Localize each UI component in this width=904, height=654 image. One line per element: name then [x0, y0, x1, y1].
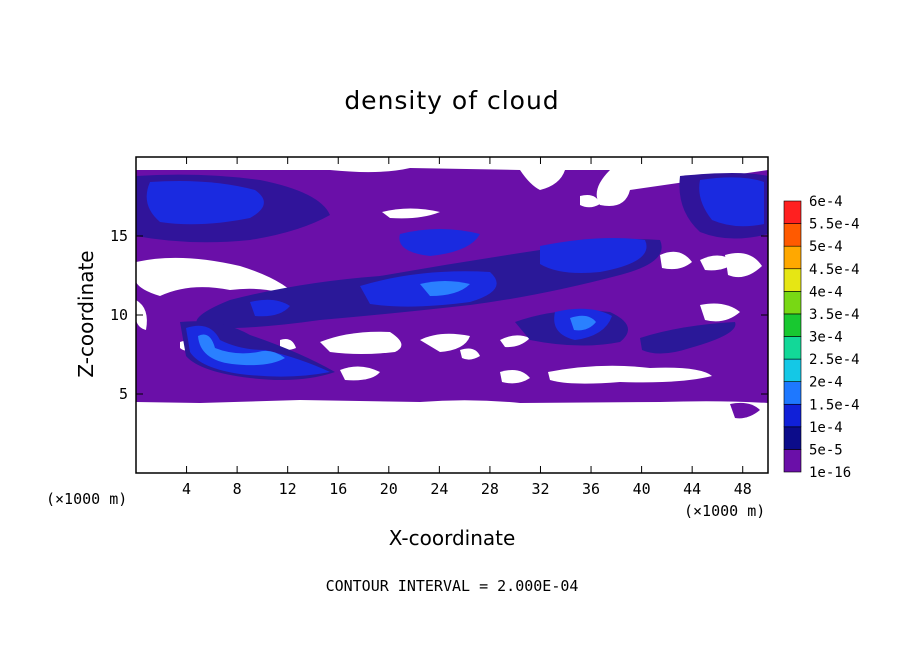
- x-tick-label: 8: [233, 480, 242, 498]
- colorbar-label: 5e-4: [809, 239, 843, 255]
- cloud-level-1e-4: [540, 238, 647, 273]
- cloud-gap: [700, 303, 740, 322]
- colorbar-label: 5e-5: [809, 442, 843, 458]
- colorbar-swatch: [783, 426, 802, 450]
- cloud-gap: [580, 195, 600, 208]
- cloud-gap: [660, 251, 692, 270]
- x-axis-unit-right: (×1000 m): [684, 502, 766, 520]
- colorbar-label: 4.5e-4: [809, 262, 860, 278]
- x-tick-label: 40: [633, 480, 651, 498]
- cloud-level-1.5e-4: [570, 315, 596, 331]
- colorbar-label: 2.5e-4: [809, 352, 860, 368]
- cloud-gap: [548, 365, 712, 384]
- colorbar-swatch: [783, 245, 802, 270]
- colorbar-label: 1e-16: [809, 465, 851, 481]
- cloud-level-1e-4: [399, 229, 480, 256]
- colorbar-swatch: [783, 291, 802, 315]
- y-tick-label: 15: [110, 227, 128, 245]
- colorbar-swatch: [783, 268, 802, 292]
- x-tick-label: 28: [481, 480, 499, 498]
- y-tick-label: 5: [119, 385, 128, 403]
- colorbar-swatch: [783, 381, 802, 405]
- colorbar-swatch: [783, 336, 802, 360]
- cloud-level-1e-4: [250, 299, 290, 317]
- cloud-level-5e-5: [640, 322, 736, 354]
- colorbar-swatch: [783, 223, 802, 247]
- colorbar-swatch: [783, 313, 802, 337]
- chart-title: density of cloud: [344, 86, 560, 115]
- colorbar-swatch: [783, 358, 802, 382]
- cloud-gap: [280, 339, 296, 350]
- colorbar: 1e-16 5e-5 1e-4 1.5e-4 2e-4 2.5e-4 3e-4 3.5e-4 4…: [783, 194, 860, 481]
- cloud-gap: [500, 335, 530, 348]
- x-tick-label: 48: [734, 480, 752, 498]
- x-axis-label: X-coordinate: [388, 526, 516, 550]
- cloud-gap: [382, 208, 440, 219]
- colorbar-label: 1e-4: [809, 420, 843, 436]
- y-axis-ticks: 5 10 15: [110, 227, 768, 403]
- x-tick-label: 12: [279, 480, 297, 498]
- cloud-level-1e-4: [699, 177, 764, 227]
- colorbar-label: 6e-4: [809, 194, 843, 210]
- colorbar-label: 4e-4: [809, 284, 843, 300]
- cloud-level-1e-4: [146, 181, 264, 225]
- cloud-gap: [725, 253, 762, 278]
- colorbar-label: 5.5e-4: [809, 217, 860, 233]
- cloud-gap: [340, 366, 380, 381]
- colorbar-label: 3.5e-4: [809, 307, 860, 323]
- x-tick-label: 32: [531, 480, 549, 498]
- x-tick-label: 36: [582, 480, 600, 498]
- colorbar-swatch: [783, 449, 802, 473]
- cloud-gap: [460, 348, 480, 360]
- x-tick-label: 24: [430, 480, 448, 498]
- cloud-level-1e-4: [186, 325, 330, 377]
- cloud-gap: [320, 331, 402, 354]
- y-tick-label: 10: [110, 306, 128, 324]
- x-axis-unit-left: (×1000 m): [46, 490, 128, 508]
- cloud-gap: [136, 257, 300, 300]
- colorbar-swatch: [783, 403, 802, 428]
- x-tick-label: 44: [683, 480, 701, 498]
- x-tick-label: 20: [380, 480, 398, 498]
- x-axis-ticks: 4 8 12 16 20 24 28 32 36 40 44 48: [182, 157, 752, 498]
- cloud-gap: [500, 370, 530, 384]
- cloud-gap: [420, 333, 470, 352]
- cloud-level-1.5e-4: [198, 334, 285, 366]
- cloud-level-1.5e-4: [420, 281, 470, 296]
- cloud-fragment: [730, 402, 760, 419]
- x-tick-label: 4: [182, 480, 191, 498]
- x-tick-label: 16: [329, 480, 347, 498]
- colorbar-label: 1.5e-4: [809, 397, 860, 413]
- cloud-field: [136, 168, 768, 419]
- colorbar-label: 2e-4: [809, 375, 843, 391]
- contour-interval-note: CONTOUR INTERVAL = 2.000E-04: [325, 577, 579, 595]
- colorbar-label: 3e-4: [809, 330, 843, 346]
- colorbar-swatch: [783, 200, 802, 224]
- y-axis-label: Z-coordinate: [74, 250, 98, 378]
